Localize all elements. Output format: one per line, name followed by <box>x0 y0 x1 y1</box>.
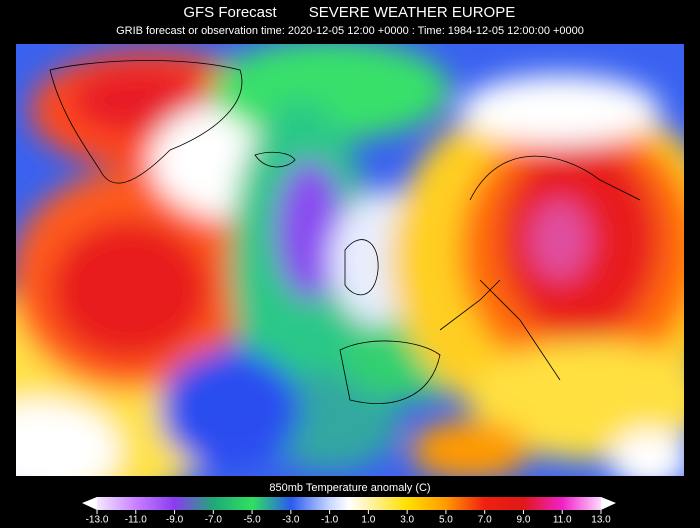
colorbar-tick-label: -3.0 <box>282 515 300 526</box>
time-line: GRIB forecast or observation time: 2020-… <box>116 25 584 37</box>
title: GFS Forecast <box>183 4 277 21</box>
colorbar-ticks: -13.0 -11.0 -9.0 -7.0 -5.0 -3.0 -1.0 1.0 3.0 5.0 7… <box>86 510 611 526</box>
colorbar-tick-label: 3.0 <box>400 515 414 526</box>
temperature-map <box>16 44 684 476</box>
colorbar-tick-label: -9.0 <box>166 515 184 526</box>
colorbar-tick-label: -5.0 <box>243 515 261 526</box>
colorbar-tick-label: 7.0 <box>478 515 492 526</box>
colorbar-tick-label: -11.0 <box>125 515 147 526</box>
colorbar-tick-label: 11.0 <box>553 515 572 526</box>
colorbar <box>97 497 601 510</box>
colorbar-tick-label: -7.0 <box>205 515 223 526</box>
colorbar-label: 850mb Temperature anomaly (C) <box>269 482 430 494</box>
colorbar-tick-label: 5.0 <box>439 515 453 526</box>
colorbar-tick-label: 13.0 <box>591 515 611 526</box>
colorbar-tick-label: 9.0 <box>517 515 531 526</box>
colorbar-tick-label: -13.0 <box>86 515 109 526</box>
subtitle: SEVERE WEATHER EUROPE <box>309 4 515 21</box>
colorbar-tick-label: 1.0 <box>361 515 375 526</box>
colorbar-arrow-left <box>82 497 97 510</box>
colorbar-arrow-right <box>601 497 616 510</box>
colorbar-tick-label: -1.0 <box>321 515 339 526</box>
